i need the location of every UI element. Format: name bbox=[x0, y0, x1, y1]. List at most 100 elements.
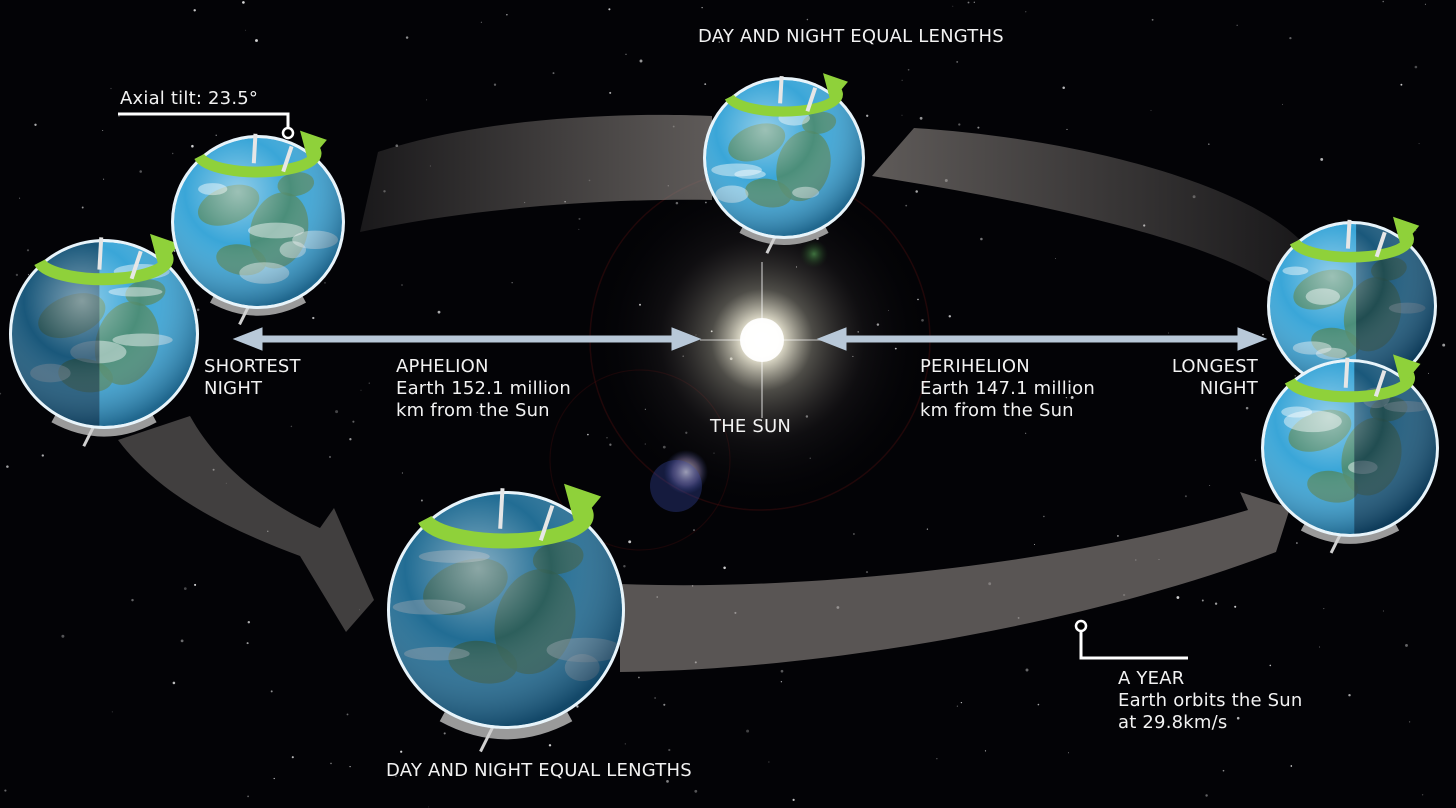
star bbox=[506, 14, 508, 16]
earth-globe-equinox-bottom bbox=[387, 483, 625, 753]
star bbox=[247, 620, 251, 624]
star bbox=[401, 472, 403, 474]
star bbox=[335, 410, 339, 414]
globe-axis-tilt bbox=[1373, 369, 1387, 398]
globe-axis-tilt bbox=[805, 87, 818, 112]
star bbox=[624, 743, 626, 745]
globe-stand bbox=[739, 226, 829, 245]
star bbox=[443, 732, 446, 735]
star bbox=[1025, 11, 1027, 13]
star bbox=[1415, 230, 1417, 232]
star bbox=[623, 565, 626, 568]
star bbox=[480, 21, 482, 23]
star bbox=[718, 41, 721, 43]
star bbox=[273, 777, 275, 780]
star bbox=[6, 465, 9, 468]
rotation-arrowhead-icon bbox=[564, 483, 602, 528]
star bbox=[330, 762, 332, 765]
lens-flare bbox=[664, 450, 708, 494]
globe-shading bbox=[1270, 224, 1434, 388]
star bbox=[290, 425, 293, 428]
star bbox=[576, 705, 579, 708]
star bbox=[1176, 596, 1180, 599]
orbit-band bbox=[118, 114, 1300, 672]
star bbox=[1062, 86, 1065, 89]
star bbox=[1262, 333, 1264, 336]
rotation-arrowhead-icon bbox=[150, 233, 180, 269]
longest-night-line-1: LONGEST bbox=[1171, 356, 1258, 377]
star bbox=[701, 7, 703, 9]
star bbox=[1254, 459, 1257, 461]
star bbox=[15, 273, 19, 277]
star bbox=[1296, 542, 1298, 544]
star bbox=[915, 190, 918, 193]
star bbox=[1382, 610, 1384, 612]
star bbox=[901, 114, 903, 116]
star bbox=[1025, 432, 1027, 434]
globe-stand bbox=[439, 712, 573, 740]
star bbox=[437, 310, 441, 314]
star bbox=[578, 217, 581, 220]
star bbox=[247, 795, 249, 798]
star bbox=[111, 711, 113, 713]
year-callout bbox=[1074, 619, 1188, 660]
earth-globe-solstice-right-lower bbox=[1261, 354, 1439, 554]
star bbox=[270, 690, 273, 693]
star bbox=[548, 744, 552, 747]
star bbox=[368, 382, 370, 384]
rotation-arrow-icon bbox=[418, 497, 594, 549]
star bbox=[131, 598, 134, 602]
globe-axis-tilt bbox=[1374, 231, 1387, 258]
star bbox=[183, 587, 187, 590]
aphelion-arrow bbox=[232, 327, 702, 351]
star bbox=[958, 123, 961, 126]
star bbox=[608, 8, 611, 11]
star bbox=[746, 729, 750, 733]
star bbox=[19, 197, 21, 199]
star bbox=[118, 115, 120, 117]
globe-stand bbox=[209, 295, 307, 316]
year-line-2: Earth orbits the Sun bbox=[1118, 690, 1303, 711]
shortest-night-label: SHORTEST NIGHT bbox=[204, 356, 301, 400]
star bbox=[81, 206, 84, 209]
star bbox=[1222, 769, 1225, 772]
star bbox=[426, 99, 428, 101]
star bbox=[41, 454, 44, 457]
axial-tilt-callout bbox=[118, 112, 295, 140]
perihelion-label: PERIHELION Earth 147.1 million km from t… bbox=[920, 356, 1095, 422]
shortest-night-line-1: SHORTEST bbox=[204, 356, 301, 377]
star bbox=[1168, 332, 1170, 334]
star bbox=[956, 705, 959, 707]
star bbox=[493, 83, 497, 86]
year-label: A YEAR Earth orbits the Sun at 29.8km/s bbox=[1118, 668, 1303, 734]
star bbox=[1066, 128, 1068, 130]
globe-shading bbox=[390, 494, 622, 726]
star bbox=[693, 529, 695, 532]
star bbox=[0, 392, 2, 395]
star bbox=[1054, 258, 1056, 259]
star bbox=[1320, 157, 1324, 161]
star bbox=[907, 68, 910, 71]
star bbox=[666, 780, 669, 783]
star bbox=[1408, 721, 1411, 723]
star bbox=[926, 528, 929, 530]
star bbox=[1281, 103, 1284, 105]
star bbox=[905, 204, 908, 207]
star bbox=[1116, 534, 1119, 537]
globe-axis-top bbox=[251, 133, 258, 164]
rotation-arrow-icon bbox=[1289, 226, 1414, 263]
globe-shading bbox=[174, 138, 342, 306]
star bbox=[194, 583, 197, 586]
star bbox=[919, 116, 923, 120]
star bbox=[1289, 36, 1292, 40]
globe-shading bbox=[1264, 362, 1436, 534]
star bbox=[1065, 396, 1068, 399]
star bbox=[1323, 608, 1325, 610]
star bbox=[973, 1, 975, 3]
star bbox=[405, 36, 409, 39]
star bbox=[61, 634, 65, 638]
star bbox=[180, 639, 184, 643]
star bbox=[1151, 18, 1154, 21]
globe-shading bbox=[12, 242, 196, 426]
star bbox=[948, 315, 952, 318]
